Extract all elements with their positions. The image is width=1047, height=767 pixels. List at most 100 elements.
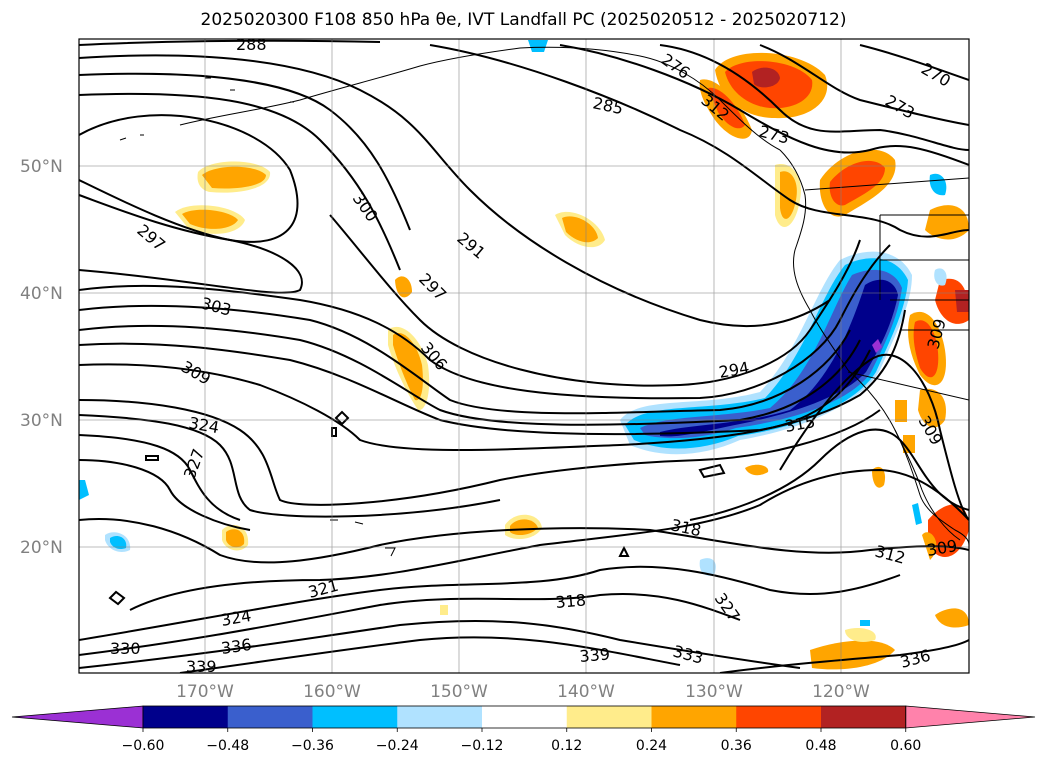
colorbar-segment: [821, 706, 907, 728]
contour-label: 339: [579, 644, 611, 666]
shade-orange-az: [918, 388, 946, 428]
contour-line: [618, 545, 630, 557]
colorbar-segment: [482, 706, 568, 728]
contour-line: [108, 590, 126, 606]
shade-orange-mx2: [872, 466, 886, 488]
shade-cyan-mx: [912, 503, 922, 525]
shade-orange-sw: [810, 640, 895, 670]
contour-line: [429, 44, 969, 238]
colorbar-tick-label: 0.48: [805, 738, 836, 754]
shade-darkred-east: [955, 290, 969, 312]
shade-navy-band: [660, 279, 898, 437]
lon-label: 140°W: [557, 682, 615, 702]
shade-orange-hi2: [510, 519, 538, 536]
colorbar-tick-label: 0.36: [721, 738, 752, 754]
contour-label: 309: [178, 357, 214, 389]
colorbar-outline: [142, 705, 907, 729]
colorbar-extend-high: [905, 705, 1036, 729]
shade-cyan-ne: [929, 173, 947, 196]
contour-line: [145, 455, 159, 461]
contour-line: [79, 518, 969, 564]
contour-line: [79, 194, 303, 294]
map-title: 2025020300 F108 850 hPa θe, IVT Landfall…: [200, 10, 847, 30]
lon-label: 170°W: [176, 682, 234, 702]
contour-line: [79, 342, 871, 436]
colorbar-tick-label: −0.12: [461, 738, 504, 754]
contour-line: [779, 353, 969, 521]
hawaii: [330, 519, 396, 557]
shade-orange-mid: [745, 464, 769, 476]
colorbar-segment: [397, 706, 483, 728]
lon-label: 120°W: [812, 682, 870, 702]
contour-label: 339: [186, 657, 217, 676]
colorbar-tick-label: 0.24: [636, 738, 667, 754]
contour-line: [79, 39, 381, 46]
shade-cyan-se: [860, 620, 870, 626]
lat-label: 20°N: [20, 538, 63, 558]
lon-label: 150°W: [430, 682, 488, 702]
contour-label: 303: [199, 294, 233, 320]
contour-line: [859, 44, 969, 81]
coastlines: [119, 46, 969, 557]
shade-orange-wa2: [780, 171, 797, 219]
contour-label: 297: [415, 269, 450, 304]
colorbar-segment: [651, 706, 737, 728]
shade-yellow-small: [440, 605, 448, 615]
theta-e-contours: [79, 39, 969, 673]
contour-label: 276: [658, 50, 694, 83]
contour-label: 297: [133, 221, 169, 255]
shade-orange-dl2: [226, 529, 245, 548]
colorbar-tick-label: 0.60: [890, 738, 921, 754]
shade-cyan-top: [528, 40, 548, 52]
map-frame: [78, 38, 970, 674]
lat-label: 30°N: [20, 411, 63, 431]
shade-red-nv: [913, 320, 939, 378]
coast-alaska: [179, 46, 781, 151]
shade-orange-se: [935, 608, 969, 628]
gridlines: [79, 39, 969, 673]
contour-line: [79, 619, 801, 669]
contour-line: [79, 54, 831, 328]
contour-line: [79, 304, 851, 415]
shade-yellow-baja: [895, 400, 907, 422]
contour-label: 324: [219, 606, 252, 630]
ivt-shading: [79, 40, 969, 670]
shade-orange-pac2: [562, 216, 598, 243]
colorbar-segment: [312, 706, 398, 728]
lon-label: 130°W: [685, 682, 743, 702]
shade-orange-pac3: [395, 276, 412, 298]
contour-label: 336: [898, 646, 932, 672]
contour-line: [129, 468, 969, 611]
contour-line: [79, 309, 906, 451]
contour-line: [79, 114, 299, 243]
contour-label: 312: [873, 542, 907, 568]
contour-line: [79, 324, 861, 426]
contour-line: [79, 92, 401, 271]
contour-label: 318: [555, 590, 587, 612]
contour-line: [179, 636, 681, 673]
state-lines: [879, 214, 969, 331]
colorbar-segment: [566, 706, 652, 728]
colorbar-tick-label: −0.24: [376, 738, 419, 754]
contour-line: [759, 44, 969, 126]
shade-orange-pac5: [393, 333, 423, 401]
contour-label: 288: [236, 35, 267, 54]
contour-line: [79, 434, 241, 521]
contour-label: 273: [757, 122, 791, 148]
lon-labels: 170°W 160°W 150°W 140°W 130°W 120°W: [176, 682, 870, 702]
border-2: [847, 371, 969, 401]
contour-line: [559, 44, 969, 166]
contour-line: [689, 428, 969, 521]
colorbar-tick-label: −0.36: [291, 738, 334, 754]
shade-yellow-sw: [845, 628, 876, 642]
contour-line: [331, 427, 337, 437]
contour-label: 309: [925, 536, 958, 560]
shade-cyan-left1: [79, 480, 89, 500]
island-chain: [119, 77, 294, 141]
colorbar-tick-label: −0.60: [122, 738, 165, 754]
contour-line: [79, 459, 251, 531]
contour-label: 330: [110, 639, 141, 658]
colorbar-tick-label: −0.48: [206, 738, 249, 754]
shade-cyan-left3: [110, 536, 127, 550]
